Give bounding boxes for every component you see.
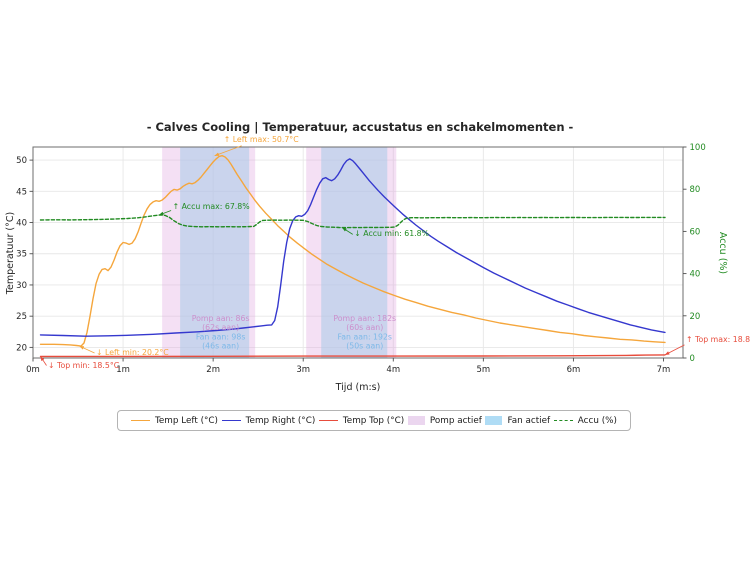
fan-active-region [180, 147, 250, 358]
series-temp-top-c [39, 354, 666, 358]
series-temp-right-c [39, 158, 666, 337]
y-tick-label-right: 100 [690, 143, 706, 153]
region-label: (62s aan) [202, 323, 239, 332]
region-label: Pomp aan: 182s [333, 314, 396, 323]
y-tick-label-left: 50 [16, 156, 27, 166]
legend-label: Temp Right (°C) [245, 415, 316, 426]
x-tick-label: 4m [386, 365, 400, 375]
y-tick-label-left: 30 [16, 281, 27, 291]
series-temp-left-c [39, 155, 666, 347]
annotation-arrow-top-max [664, 344, 685, 356]
legend-swatch-patch [485, 416, 503, 425]
x-tick-label: 1m [116, 365, 130, 375]
y-tick-label-left: 20 [16, 343, 27, 353]
series-accu [39, 214, 666, 229]
legend-item-temp-top-c: Temp Top (°C) [318, 415, 405, 426]
x-tick-label: 3m [296, 365, 310, 375]
x-tick-label: 5m [476, 365, 490, 375]
legend-label: Accu (%) [577, 415, 617, 426]
region-label: (46s aan) [202, 342, 239, 351]
y-tick-label-right: 0 [690, 354, 695, 364]
x-tick-label: 2m [206, 365, 220, 375]
legend-item-accu: Accu (%) [553, 415, 617, 426]
y-tick-label-right: 60 [690, 227, 701, 237]
legend-swatch-line [221, 420, 241, 421]
data-series [39, 155, 666, 358]
legend-swatch-line [318, 420, 338, 421]
region-label: Fan aan: 192s [337, 332, 392, 341]
annotations: ↑ Left max: 50.7°C ↓ Left min: 20.2°C ↓ To… [40, 135, 750, 370]
legend-swatch-patch [407, 416, 425, 425]
legend-item-fan-actief: Fan actief [485, 416, 550, 426]
x-tick-label: 7m [657, 365, 671, 375]
y-axis-label-left: Temperatuur (°C) [5, 212, 16, 295]
annotation-accu-max: ↑ Accu max: 67.8% [173, 202, 250, 211]
annotation-top-max: ↑ Top max: 18.8°C [686, 335, 750, 344]
legend-label: Fan actief [507, 415, 551, 426]
legend-item-temp-right-c: Temp Right (°C) [221, 415, 316, 426]
annotation-left-min: ↓ Left min: 20.2°C [96, 348, 169, 357]
chart-title: - Calves Cooling | Temperatuur, accustat… [147, 120, 574, 134]
y-tick-label-right: 40 [690, 270, 701, 280]
y-tick-label-left: 35 [16, 250, 27, 260]
y-tick-label-left: 25 [16, 312, 27, 322]
y-tick-label-right: 20 [690, 312, 701, 322]
y-axis-label-right: Accu (%) [717, 232, 728, 274]
annotation-arrow-accu-min [341, 227, 353, 235]
legend-item-pomp-actief: Pomp actief [407, 415, 482, 426]
region-label: (60s aan) [346, 323, 383, 332]
annotation-arrow-top-min [40, 356, 47, 366]
legend-swatch-line [131, 420, 150, 421]
fan-active-region [321, 147, 388, 358]
region-label: (50s aan) [346, 342, 383, 351]
y-tick-label-right: 80 [690, 185, 701, 195]
region-labels: Pomp aan: 86s(62s aan)Fan aan: 98s(46s a… [192, 314, 396, 351]
annotation-arrow-left-max [214, 145, 242, 157]
annotation-arrow-accu-max [158, 210, 172, 216]
x-tick-label: 6m [567, 365, 581, 375]
annotation-accu-min: ↓ Accu min: 61.8% [354, 229, 429, 238]
legend-item-temp-left-c: Temp Left (°C) [131, 416, 218, 426]
legend: Temp Left (°C) Temp Right (°C) Temp Top (°… [117, 410, 631, 431]
legend-label: Temp Left (°C) [155, 415, 218, 426]
axes: 0m 1m 2m 3m 4m 5m 6m 7m 20 25 30 35 40 45 50 0 20 40 60 80 1… [16, 143, 706, 375]
y-tick-label-left: 45 [16, 187, 27, 197]
legend-label: Pomp actief [429, 415, 482, 426]
annotation-left-max: ↑ Left max: 50.7°C [224, 135, 300, 144]
legend-label: Temp Top (°C) [342, 415, 405, 426]
legend-swatch-dashes [553, 420, 573, 421]
x-tick-label: 0m [26, 365, 40, 375]
annotation-arrow-left-min [79, 345, 95, 354]
region-label: Pomp aan: 86s [192, 314, 250, 323]
region-label: Fan aan: 98s [196, 332, 246, 341]
y-tick-label-left: 40 [16, 219, 27, 229]
x-axis-label: Tijd (m:s) [335, 382, 381, 393]
plot-border [32, 146, 684, 359]
annotation-top-min: ↓ Top min: 18.5°C [48, 361, 120, 370]
